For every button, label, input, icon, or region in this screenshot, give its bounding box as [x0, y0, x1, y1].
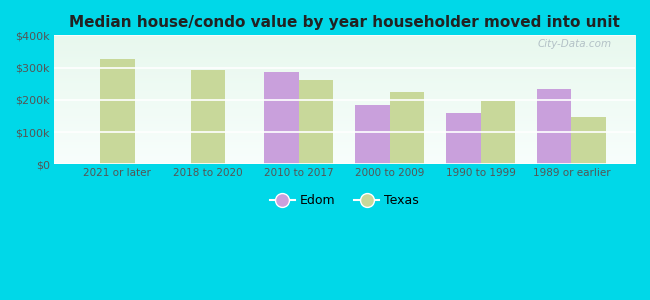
Bar [446, 113, 480, 164]
Bar [265, 72, 299, 164]
Bar [390, 92, 424, 164]
Bar [571, 116, 606, 164]
Text: City-Data.com: City-Data.com [538, 39, 612, 49]
Bar [537, 89, 571, 164]
Bar [356, 105, 390, 164]
Bar [191, 70, 226, 164]
Bar [100, 58, 135, 164]
Bar [299, 80, 333, 164]
Bar [480, 101, 515, 164]
Title: Median house/condo value by year householder moved into unit: Median house/condo value by year househo… [69, 15, 620, 30]
Legend: Edom, Texas: Edom, Texas [265, 189, 424, 212]
